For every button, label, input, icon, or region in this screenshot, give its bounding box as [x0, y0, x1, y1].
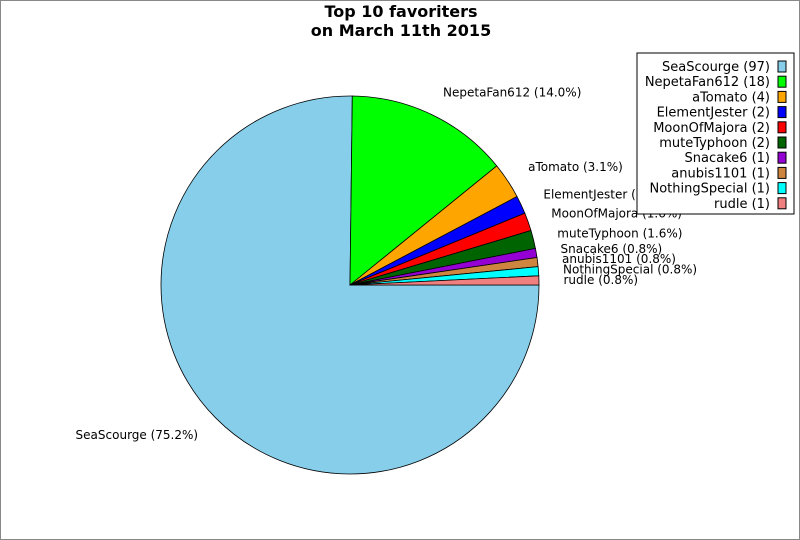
legend-swatch-elementjester: [777, 106, 787, 119]
slice-label-rudle: rudle (0.8%): [564, 273, 639, 287]
legend-swatch-nepetafan612: [777, 75, 787, 88]
slice-label-atomato: aTomato (3.1%): [528, 160, 623, 174]
slice-label-nepetafan612: NepetaFan612 (14.0%): [443, 86, 581, 100]
legend-label-snacake6: Snacake6 (1): [685, 151, 770, 166]
legend-label-anubis1101: anubis1101 (1): [671, 166, 770, 181]
legend-swatch-rudle: [777, 197, 787, 210]
legend-label-atomato: aTomato (4): [692, 90, 770, 105]
slice-label-nothingspecial: NothingSpecial (0.8%): [563, 262, 697, 276]
legend-swatch-snacake6: [777, 151, 787, 164]
legend-label-elementjester: ElementJester (2): [657, 106, 770, 121]
legend-label-nepetafan612: NepetaFan612 (18): [645, 75, 770, 90]
pie-slice-seascourge: [160, 95, 540, 475]
legend-label-moonofmajora: MoonOfMajora (2): [653, 121, 770, 136]
pie-slice-rudle: [349, 275, 540, 286]
slice-label-mutetyphoon: muteTyphoon (1.6%): [557, 227, 682, 241]
legend-label-seascourge: SeaScourge (97): [662, 60, 770, 75]
legend-swatch-moonofmajora: [777, 121, 787, 134]
legend-label-nothingspecial: NothingSpecial (1): [649, 182, 770, 197]
legend-label-rudle: rudle (1): [714, 197, 770, 212]
slice-label-anubis1101: anubis1101 (0.8%): [562, 252, 676, 266]
slice-label-snacake6: Snacake6 (0.8%): [561, 242, 663, 256]
pie-slice-nepetafan612: [349, 95, 498, 286]
legend-swatch-mutetyphoon: [777, 136, 787, 149]
legend-label-mutetyphoon: muteTyphoon (2): [659, 136, 770, 151]
legend-box: [636, 52, 795, 215]
legend-swatch-nothingspecial: [777, 182, 787, 195]
chart-title-line-1: Top 10 favoriters: [324, 2, 477, 21]
legend-swatch-atomato: [777, 90, 787, 103]
pie-slices: [160, 95, 540, 475]
legend: SeaScourge (97)NepetaFan612 (18)aTomato …: [636, 52, 795, 215]
legend-swatch-anubis1101: [777, 166, 787, 179]
chart-title-line-2: on March 11th 2015: [311, 21, 491, 40]
chart-title: Top 10 favoriters on March 11th 2015: [311, 2, 491, 40]
slice-label-seascourge: SeaScourge (75.2%): [76, 428, 199, 442]
legend-swatch-seascourge: [777, 60, 787, 73]
